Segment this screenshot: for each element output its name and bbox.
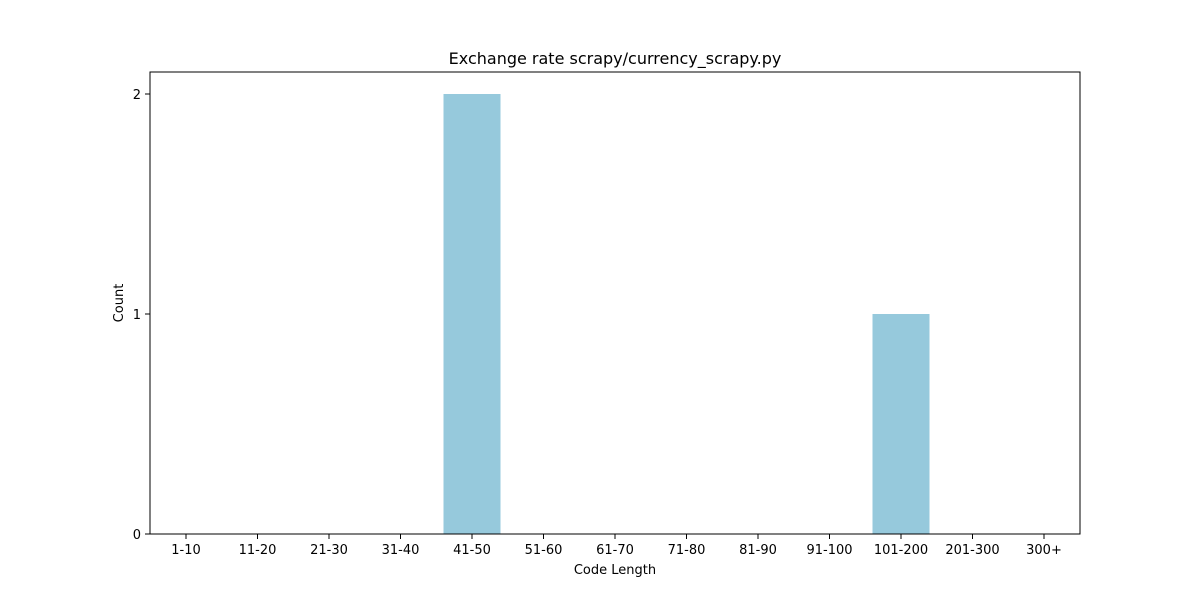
x-tick-label: 41-50: [453, 543, 491, 558]
y-tick-label: 2: [133, 88, 141, 103]
x-tick-label: 11-20: [239, 543, 277, 558]
x-tick-label: 101-200: [874, 543, 928, 558]
x-tick-label: 1-10: [171, 543, 201, 558]
plot-frame: [149, 71, 1081, 535]
chart-title: Exchange rate scrapy/currency_scrapy.py: [449, 49, 782, 69]
x-axis-label: Code Length: [574, 563, 656, 578]
y-axis-label: Count: [112, 284, 127, 323]
x-tick-label: 21-30: [310, 543, 348, 558]
x-tick-label: 300+: [1026, 543, 1062, 558]
y-tick-label: 0: [133, 528, 141, 543]
x-tick-label: 31-40: [382, 543, 420, 558]
x-tick-label: 201-300: [945, 543, 999, 558]
y-axis: 0 1 2: [133, 88, 150, 543]
y-tick-label: 1: [133, 308, 141, 323]
bar-101-200: [872, 314, 930, 534]
x-tick-label: 91-100: [806, 543, 852, 558]
x-tick-label: 81-90: [739, 543, 777, 558]
x-axis: 1-10 11-20 21-30 31-40 41-50 51-60 61-70 71-80 8…: [171, 534, 1062, 558]
x-tick-label: 51-60: [525, 543, 563, 558]
bars-group: [443, 94, 930, 534]
x-tick-label: 61-70: [596, 543, 634, 558]
bar-41-50: [443, 94, 501, 534]
x-tick-label: 71-80: [668, 543, 706, 558]
